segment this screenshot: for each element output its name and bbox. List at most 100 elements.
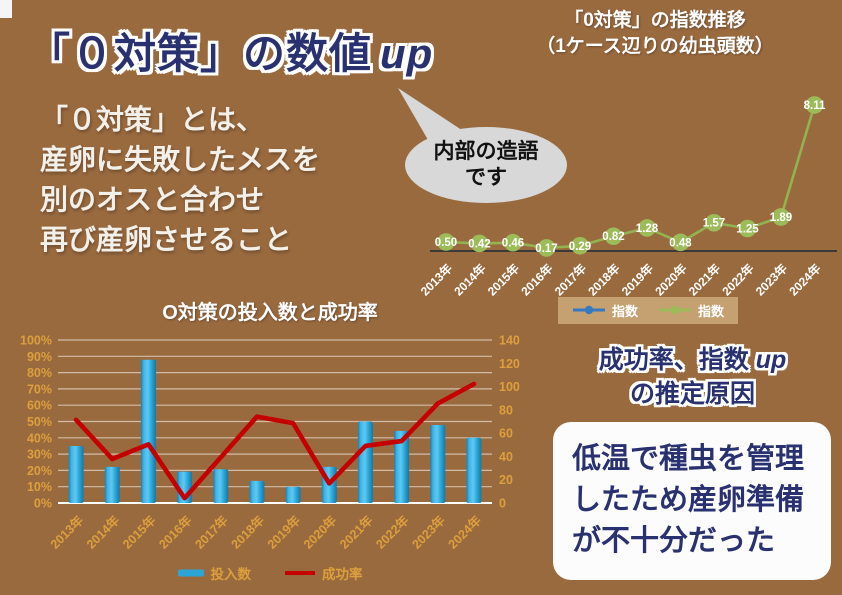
data-label: 0.17 bbox=[535, 243, 557, 255]
description-line: 「０対策」とは、 bbox=[40, 104, 265, 135]
bar bbox=[68, 445, 84, 503]
x-tick-label: 2018年 bbox=[585, 261, 623, 299]
data-label: 0.29 bbox=[569, 241, 591, 253]
cause-box-line: 低温で種虫を管理 bbox=[572, 443, 805, 475]
index-line-chart: 0.50 0.42 0.46 0.17 0.29 0.82 1.28 0.48 1.57 1.25… bbox=[415, 55, 840, 310]
description-line: 産卵に失敗したメスを bbox=[40, 144, 321, 176]
cause-box-line: したため産卵準備 bbox=[572, 484, 805, 517]
data-point bbox=[772, 208, 790, 226]
blue-bar-swatch-icon bbox=[177, 566, 204, 581]
left-axis-label: 60% bbox=[27, 399, 52, 413]
x-tick-label: 2022年 bbox=[373, 512, 412, 551]
data-point bbox=[805, 96, 824, 114]
page-title-text: 「０対策」の数値 bbox=[28, 30, 373, 77]
data-label: 0.48 bbox=[669, 237, 692, 249]
data-point bbox=[671, 233, 690, 252]
data-label: 0.42 bbox=[468, 238, 490, 250]
left-axis-label: 90% bbox=[27, 350, 52, 364]
x-tick-label: 2019年 bbox=[618, 261, 656, 299]
speech-bubble-line2: です bbox=[465, 166, 507, 189]
left-axis-label: 40% bbox=[27, 431, 52, 445]
cause-heading-line2: の推定原因 bbox=[629, 379, 755, 408]
x-tick-label: 2013年 bbox=[47, 512, 86, 551]
left-axis-label: 50% bbox=[27, 415, 52, 429]
combo-bar-line-chart: 0% 10% 20% 30% 40% 50% 60% 70% 80% 90% 100% 0 20 40 60… bbox=[12, 330, 524, 565]
left-axis-label: 20% bbox=[27, 464, 52, 478]
x-tick-label: 2021年 bbox=[685, 261, 723, 299]
data-point bbox=[504, 233, 522, 252]
green-line-marker-icon bbox=[658, 303, 692, 318]
data-point bbox=[537, 239, 556, 257]
data-point bbox=[738, 219, 757, 238]
data-label: 1.57 bbox=[703, 218, 725, 230]
data-label: 1.89 bbox=[770, 212, 792, 224]
legend-item-index-blue: 指数 bbox=[572, 301, 638, 320]
data-label: 1.25 bbox=[736, 224, 759, 236]
x-tick-label: 2022年 bbox=[719, 261, 757, 299]
x-tick-label: 2013年 bbox=[417, 261, 455, 299]
x-tick-label: 2024年 bbox=[445, 512, 484, 551]
data-point bbox=[705, 213, 723, 232]
slide-corner-artifact bbox=[0, 0, 12, 18]
legend-item-index-green: 指数 bbox=[658, 301, 724, 320]
index-series-line bbox=[445, 104, 816, 250]
page-title-up: up bbox=[380, 30, 434, 77]
blue-line-marker-icon bbox=[572, 303, 606, 318]
description-text: 「０対策」とは、 産卵に失敗したメスを 別のオスと合わせ 再び産卵させること bbox=[40, 100, 430, 260]
index-chart-legend: 指数 指数 bbox=[558, 297, 739, 324]
left-axis-label: 30% bbox=[27, 448, 52, 462]
data-label: 8.11 bbox=[804, 100, 826, 112]
x-tick-label: 2018年 bbox=[228, 512, 267, 551]
x-tick-label: 2021年 bbox=[336, 512, 375, 551]
legend-label: 指数 bbox=[612, 304, 639, 319]
cause-box-line: が不十分だった bbox=[572, 525, 776, 558]
cause-heading-pre: 成功率、指数 bbox=[598, 346, 749, 374]
success-rate-line bbox=[73, 381, 477, 501]
combo-chart-title: O対策の投入数と成功率 bbox=[162, 302, 378, 324]
right-axis-label: 60 bbox=[499, 427, 513, 441]
data-point bbox=[437, 233, 455, 251]
cause-box: 低温で種虫を管理 したため産卵準備 が不十分だった bbox=[553, 422, 831, 580]
right-axis-label: 120 bbox=[499, 357, 520, 371]
left-axis-label: 10% bbox=[27, 480, 52, 494]
bar bbox=[140, 359, 156, 503]
cause-heading: 成功率、指数 up の推定原因 bbox=[545, 344, 840, 412]
legend-item-bars: 投入数 bbox=[177, 563, 251, 583]
x-tick-label: 2023年 bbox=[752, 261, 790, 299]
description-line: 再び産卵させること bbox=[40, 224, 293, 256]
left-axis-label: 70% bbox=[27, 382, 52, 396]
x-tick-label: 2020年 bbox=[652, 261, 690, 299]
data-point bbox=[470, 234, 489, 253]
data-point bbox=[571, 236, 589, 255]
red-line-swatch-icon bbox=[285, 566, 315, 581]
index-chart-title-line1: 「0対策」の指数推移 bbox=[564, 10, 746, 31]
combo-chart-legend: 投入数 成功率 bbox=[60, 563, 480, 583]
x-tick-label: 2015年 bbox=[484, 261, 522, 299]
cause-heading-up: up bbox=[755, 346, 787, 374]
legend-item-line: 成功率 bbox=[285, 563, 363, 583]
right-axis-label: 20 bbox=[499, 473, 513, 487]
bar bbox=[430, 424, 446, 503]
left-axis-label: 100% bbox=[20, 334, 52, 348]
x-tick-label: 2014年 bbox=[83, 512, 122, 551]
bar bbox=[357, 421, 373, 503]
right-axis-label: 0 bbox=[499, 497, 506, 511]
bar bbox=[213, 469, 229, 503]
speech-bubble-line1: 内部の造語 bbox=[433, 139, 539, 163]
data-point bbox=[604, 227, 623, 246]
x-tick-label: 2017年 bbox=[192, 512, 231, 551]
bar bbox=[249, 480, 265, 503]
left-axis-label: 0% bbox=[34, 497, 52, 511]
left-axis-label: 80% bbox=[27, 366, 52, 380]
right-axis-label: 80 bbox=[499, 403, 513, 417]
x-tick-label: 2017年 bbox=[551, 261, 589, 299]
right-axis-label: 140 bbox=[499, 334, 520, 348]
index-chart-title: 「0対策」の指数推移 （1ケース辺りの幼虫頭数） bbox=[470, 8, 840, 59]
x-tick-label: 2016年 bbox=[156, 512, 195, 551]
right-axis-label: 100 bbox=[499, 380, 520, 394]
page-title: 「０対策」の数値 up bbox=[28, 20, 508, 81]
speech-bubble: 内部の造語 です bbox=[405, 127, 567, 203]
x-tick-label: 2020年 bbox=[300, 512, 339, 551]
x-tick-label: 2016年 bbox=[518, 261, 556, 299]
